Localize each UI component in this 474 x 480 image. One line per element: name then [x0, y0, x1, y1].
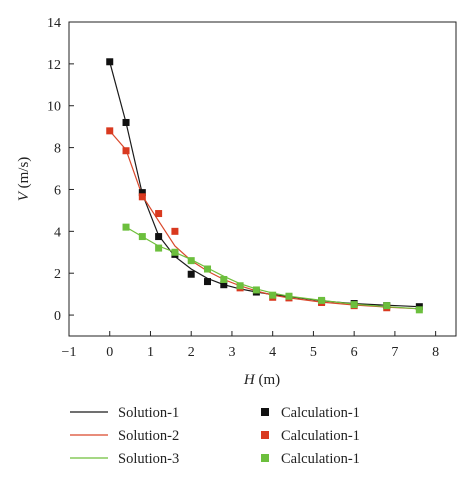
plot-frame [68, 21, 457, 337]
legend-swatch-marker [261, 431, 269, 439]
y-tick-label: 2 [54, 267, 61, 282]
data-point-series-3 [204, 278, 212, 286]
series-line-solution-2 [109, 130, 420, 310]
data-point-series-5 [350, 301, 358, 309]
data-point-series-5 [415, 306, 423, 314]
x-tick-label: 1 [147, 345, 154, 360]
legend-label: Calculation-1 [281, 428, 360, 444]
legend: Solution-1 Solution-2 Solution-3 Calculatio… [70, 405, 360, 467]
x-tick-label: 6 [351, 345, 358, 360]
legend-swatch-marker [261, 408, 269, 416]
data-point-series-5 [122, 223, 130, 231]
x-tick-label: −1 [62, 345, 77, 360]
data-point-series-4 [171, 227, 179, 235]
data-point-series-3 [155, 233, 163, 241]
data-point-series-5 [171, 248, 179, 256]
data-point-series-5 [155, 244, 163, 252]
series-line-solution-1 [109, 61, 420, 308]
data-point-series-4 [138, 193, 146, 201]
data-point-series-5 [269, 291, 277, 299]
x-tick-label: 2 [188, 345, 195, 360]
data-point-series-5 [138, 233, 146, 241]
x-tick-label: 8 [432, 345, 439, 360]
x-tick-label: 7 [391, 345, 398, 360]
legend-label: Solution-2 [118, 428, 179, 444]
x-tick-label: 3 [228, 345, 235, 360]
legend-swatch-marker [261, 454, 269, 462]
y-tick-label: 10 [47, 100, 61, 115]
x-tick-label: 5 [310, 345, 317, 360]
legend-label: Calculation-1 [281, 405, 360, 421]
series-lines [109, 61, 420, 310]
data-point-series-4 [106, 127, 114, 135]
data-point-series-3 [122, 118, 130, 126]
legend-label: Solution-3 [118, 451, 179, 467]
x-tick-label: 0 [106, 345, 113, 360]
data-point-series-4 [122, 147, 130, 155]
data-point-series-5 [383, 302, 391, 310]
y-tick-label: 12 [47, 58, 61, 73]
x-tick-label: 4 [269, 345, 276, 360]
data-point-series-5 [204, 265, 212, 273]
data-point-series-5 [252, 286, 260, 294]
y-tick-label: 14 [47, 16, 61, 31]
series-markers [106, 58, 423, 314]
data-point-series-5 [285, 292, 293, 300]
data-point-series-5 [236, 282, 244, 290]
legend-label: Solution-1 [118, 405, 179, 421]
legend-label: Calculation-1 [281, 451, 360, 467]
y-tick-label: 8 [54, 142, 61, 157]
data-point-series-5 [318, 296, 326, 304]
data-point-series-3 [220, 281, 228, 289]
y-tick-label: 6 [54, 183, 61, 198]
y-axis-label: V (m/s) [16, 157, 32, 202]
data-point-series-3 [106, 58, 114, 66]
data-point-series-5 [187, 257, 195, 265]
x-axis-label: H (m) [243, 372, 280, 388]
data-point-series-4 [155, 210, 163, 218]
data-point-series-5 [220, 275, 228, 283]
data-point-series-3 [187, 270, 195, 278]
data-point-series-3 [138, 189, 146, 197]
y-tick-label: 0 [54, 309, 61, 324]
y-tick-label: 4 [54, 225, 61, 240]
